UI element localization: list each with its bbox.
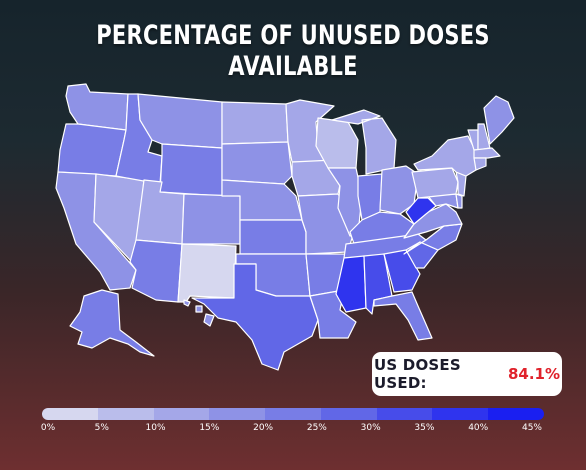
chart-title: PERCENTAGE OF UNUSED DOSES AVAILABLE	[96, 20, 490, 82]
state-ms	[335, 255, 367, 313]
state-or	[57, 123, 127, 177]
state-pa	[411, 167, 459, 199]
state-wa	[65, 83, 129, 131]
state-nd	[221, 101, 289, 145]
state-tx	[191, 263, 319, 371]
state-ct	[473, 157, 487, 171]
legend-tick-label: 25%	[306, 423, 327, 433]
legend-tick-label: 5%	[94, 423, 109, 433]
legend-segment	[265, 408, 321, 420]
state-ks	[239, 219, 307, 255]
legend-segment	[376, 408, 433, 420]
legend-tick-label: 45%	[521, 423, 542, 433]
state-ma	[473, 147, 501, 159]
state-wy	[159, 143, 223, 197]
state-me	[483, 95, 515, 145]
legend-segment	[432, 408, 489, 420]
legend-tick-label: 15%	[199, 423, 220, 433]
legend-bar	[42, 408, 544, 420]
legend-ticks: 0% 5% 10% 15% 20% 25% 30% 35% 40% 45%	[0, 423, 586, 437]
state-ak	[69, 289, 155, 357]
doses-used-badge: US DOSES USED: 84.1%	[372, 352, 562, 396]
legend-segment	[209, 408, 266, 420]
legend-segment	[153, 408, 210, 420]
state-ga	[383, 249, 421, 293]
state-co	[181, 193, 241, 245]
state-de	[455, 193, 463, 209]
legend-segment	[320, 408, 377, 420]
legend-segment	[42, 408, 98, 420]
state-sd	[221, 141, 293, 185]
badge-label: US DOSES USED:	[374, 356, 461, 392]
legend-segment	[97, 408, 154, 420]
legend-tick-label: 40%	[468, 423, 489, 433]
state-nm	[177, 243, 237, 303]
state-hi	[183, 299, 215, 327]
state-fl	[373, 291, 433, 341]
state-nc	[403, 223, 463, 255]
legend-tick-label: 20%	[253, 423, 274, 433]
legend-tick-label: 30%	[360, 423, 381, 433]
legend-tick-label: 35%	[414, 423, 435, 433]
badge-value: 84.1%	[507, 365, 560, 383]
state-az	[129, 239, 183, 303]
legend-segment	[488, 408, 544, 420]
legend-tick-label: 0%	[40, 423, 56, 433]
legend-tick-label: 10%	[145, 423, 166, 433]
